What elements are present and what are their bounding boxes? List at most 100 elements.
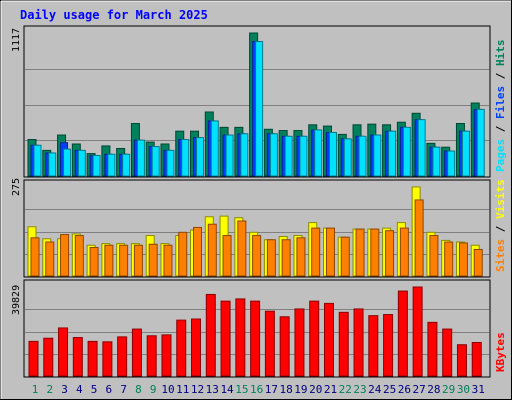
sites-bar	[340, 236, 350, 277]
pages-bar	[447, 150, 456, 177]
pages-bar	[269, 133, 278, 177]
day-label: 19	[294, 383, 307, 396]
kbytes-bar	[102, 341, 113, 377]
sites-bar	[133, 244, 143, 277]
day-label: 6	[106, 383, 113, 396]
pages-bar	[461, 130, 470, 177]
sites-bar	[473, 248, 483, 277]
pages-bar	[33, 144, 42, 177]
day-label: 9	[150, 383, 157, 396]
pages-bar	[48, 152, 57, 177]
kbytes-bar	[58, 327, 69, 377]
sites-bar	[222, 235, 232, 277]
kbytes-panel: 39829 KBytes	[11, 279, 507, 378]
sites-bar	[74, 235, 84, 277]
day-label: 13	[206, 383, 219, 396]
pages-bar	[432, 146, 441, 177]
pages-bar	[92, 155, 101, 177]
pages-bar	[388, 130, 397, 177]
pages-bar	[284, 135, 293, 177]
sites-bar	[30, 237, 40, 277]
sites-bar	[429, 235, 439, 277]
day-label: 20	[309, 383, 322, 396]
sites-bar	[193, 226, 203, 277]
pages-bar	[181, 139, 190, 177]
kbytes-panel-legend: KBytes	[494, 332, 507, 372]
hits-files-pages-panel: 1117 Pages / Files / Hits	[11, 25, 507, 178]
kbytes-bar	[294, 308, 305, 377]
pages-bar	[343, 138, 352, 177]
sites-bar	[119, 244, 129, 277]
kbytes-bar	[442, 328, 453, 377]
day-label: 27	[413, 383, 426, 396]
sites-bar	[104, 244, 114, 277]
pages-bar	[122, 153, 131, 177]
pages-bar	[240, 133, 249, 177]
pages-bar	[196, 137, 205, 177]
day-label: 23	[353, 383, 366, 396]
kbytes-panel-max-label: 39829	[11, 285, 22, 315]
kbytes-bar	[220, 300, 231, 377]
pages-bar	[77, 149, 86, 177]
pages-bar	[107, 153, 116, 177]
kbytes-bar	[264, 310, 275, 377]
day-label: 29	[442, 383, 455, 396]
day-label: 2	[46, 383, 53, 396]
kbytes-bar	[383, 314, 394, 377]
sites-bar	[237, 220, 247, 277]
sites-bar	[148, 243, 158, 277]
legend-kbytes: KBytes	[494, 332, 507, 372]
legend-hits: Hits	[494, 40, 507, 67]
pages-bar	[255, 41, 264, 177]
legend-files: Files	[494, 86, 507, 119]
day-axis-labels: 1 2 3 4 5 6 7 8 9 10 11 12 13 14 15 16 17 18 19 20 21 22 23 24 2…	[32, 383, 485, 396]
sites-bar	[89, 247, 99, 277]
kbytes-bar	[117, 336, 128, 377]
kbytes-bar	[338, 311, 349, 377]
pages-bar	[328, 131, 337, 177]
kbytes-bar	[131, 328, 142, 377]
kbytes-bar	[368, 315, 379, 377]
pages-bar	[63, 148, 72, 177]
pages-bar	[299, 135, 308, 177]
sites-bar	[281, 239, 291, 277]
kbytes-bar	[235, 298, 246, 377]
sites-bar	[355, 228, 365, 277]
kbytes-bar	[176, 319, 187, 377]
sites-bar	[45, 241, 55, 277]
day-label: 4	[76, 383, 83, 396]
day-label: 3	[61, 383, 68, 396]
day-label: 16	[250, 383, 263, 396]
day-label: 10	[161, 383, 174, 396]
legend-text: Sites / Visits	[494, 179, 507, 272]
day-label: 21	[324, 383, 337, 396]
kbytes-bar	[87, 340, 98, 377]
sites-bar	[399, 227, 409, 277]
chart-title: Daily usage for March 2025	[20, 8, 208, 22]
legend-separator: /	[494, 219, 507, 239]
legend-separator: /	[494, 66, 507, 86]
hits-panel-max-label: 1117	[11, 28, 22, 52]
day-label: 15	[235, 383, 248, 396]
kbytes-bar	[205, 293, 216, 377]
legend-text: Pages / Files / Hits	[494, 40, 507, 173]
day-label: 25	[383, 383, 396, 396]
kbytes-bar	[191, 318, 202, 377]
legend-separator: /	[494, 119, 507, 139]
kbytes-bar	[146, 335, 157, 377]
kbytes-bar	[279, 316, 290, 377]
day-label: 5	[91, 383, 98, 396]
sites-bar	[252, 235, 262, 277]
visits-panel-legend: Sites / Visits	[494, 179, 507, 272]
kbytes-bar	[471, 341, 482, 377]
pages-bar	[166, 149, 175, 177]
sites-bar	[266, 239, 276, 277]
sites-bar	[178, 231, 188, 277]
legend-visits: Visits	[494, 179, 507, 219]
pages-bar	[225, 134, 234, 177]
sites-bar	[458, 242, 468, 277]
day-label: 30	[457, 383, 470, 396]
kbytes-bar	[250, 300, 261, 377]
